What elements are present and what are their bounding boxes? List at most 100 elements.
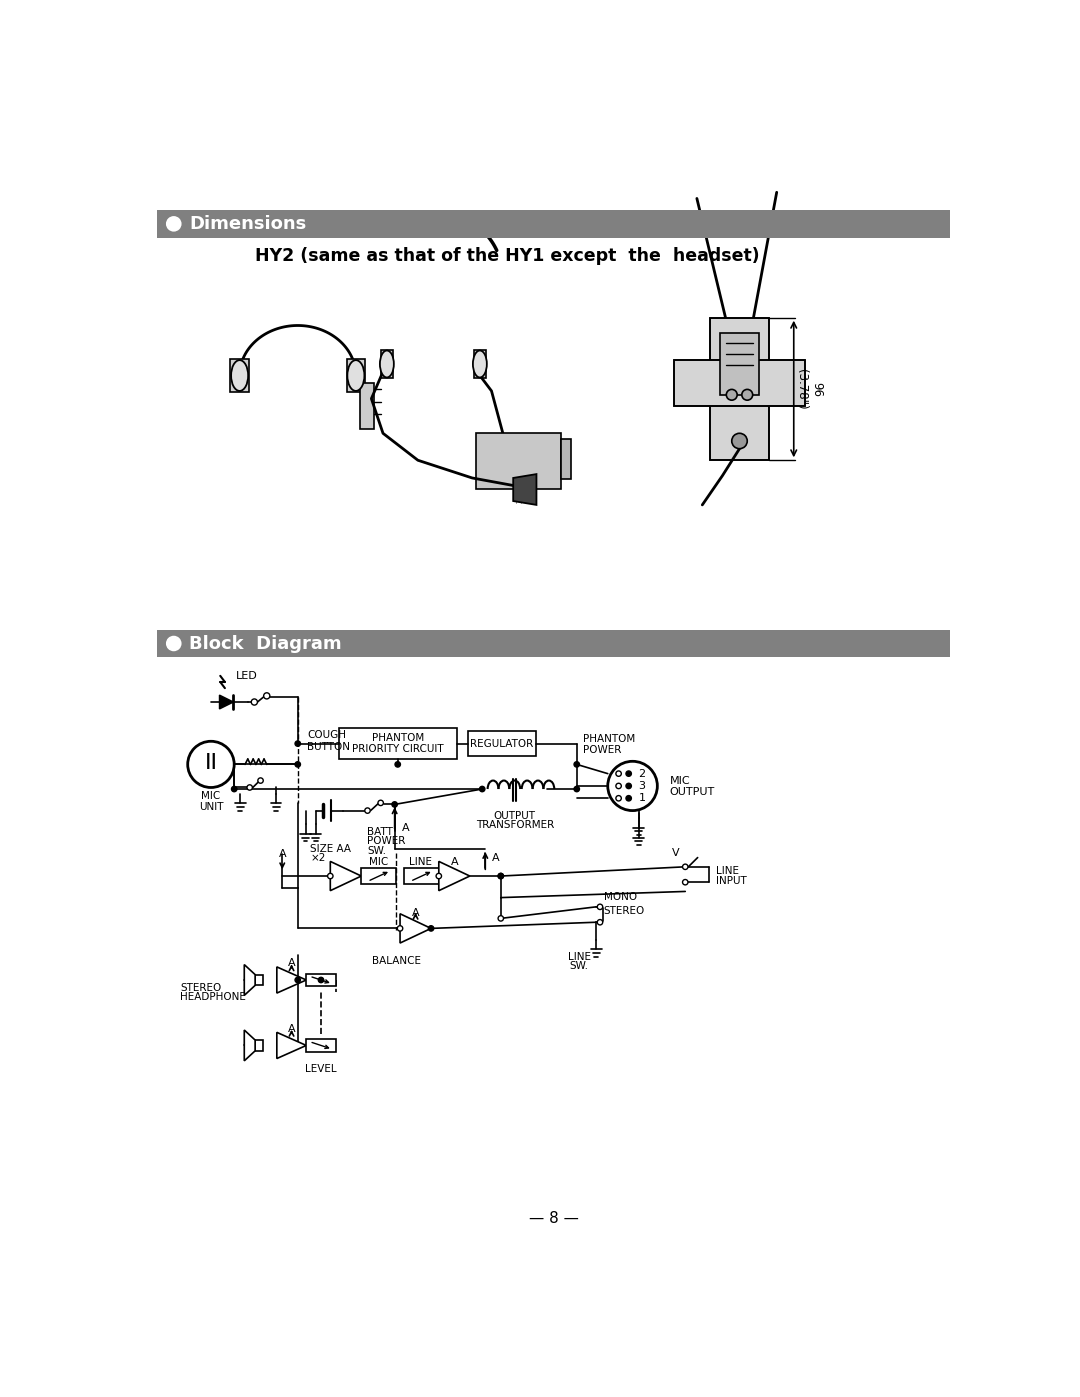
Text: MIC
UNIT: MIC UNIT <box>199 791 224 812</box>
Bar <box>362 869 396 884</box>
Ellipse shape <box>473 351 487 377</box>
Polygon shape <box>513 474 537 504</box>
Bar <box>720 334 759 395</box>
Circle shape <box>575 761 580 767</box>
Polygon shape <box>276 967 307 993</box>
Circle shape <box>392 802 397 807</box>
Circle shape <box>727 390 738 400</box>
Circle shape <box>436 873 442 879</box>
Text: POWER: POWER <box>583 745 621 754</box>
Text: — 8 —: — 8 — <box>528 1211 579 1227</box>
Circle shape <box>626 795 632 800</box>
Bar <box>255 975 262 985</box>
Text: 2: 2 <box>638 768 646 778</box>
Text: STEREO: STEREO <box>180 982 221 993</box>
Circle shape <box>498 873 503 879</box>
Circle shape <box>575 787 580 792</box>
Polygon shape <box>219 696 233 708</box>
Text: PHANTOM
PRIORITY CIRCUIT: PHANTOM PRIORITY CIRCUIT <box>352 733 444 754</box>
Text: MIC: MIC <box>670 777 690 787</box>
Circle shape <box>231 787 237 792</box>
Text: A: A <box>403 823 410 833</box>
Text: V: V <box>672 848 679 858</box>
Polygon shape <box>330 862 362 891</box>
Text: MIC: MIC <box>368 858 388 868</box>
Bar <box>474 351 486 377</box>
Bar <box>674 360 806 407</box>
Bar <box>339 728 457 759</box>
Bar <box>380 351 393 377</box>
Text: SIZE AA: SIZE AA <box>310 844 351 854</box>
Circle shape <box>166 217 180 231</box>
Circle shape <box>597 904 603 909</box>
Circle shape <box>264 693 270 698</box>
Bar <box>347 359 365 393</box>
Bar <box>360 383 374 429</box>
Polygon shape <box>400 914 431 943</box>
Polygon shape <box>244 1030 255 1060</box>
Ellipse shape <box>380 351 394 377</box>
Circle shape <box>429 926 434 930</box>
Bar <box>469 731 536 756</box>
Text: 3: 3 <box>638 781 646 791</box>
Text: REGULATOR: REGULATOR <box>470 739 534 749</box>
Circle shape <box>295 740 300 746</box>
Text: A: A <box>287 958 295 968</box>
Circle shape <box>683 880 688 884</box>
Bar <box>404 869 438 884</box>
Circle shape <box>742 390 753 400</box>
Bar <box>230 359 248 393</box>
Ellipse shape <box>231 360 248 391</box>
Circle shape <box>395 761 401 767</box>
Text: A: A <box>450 858 458 868</box>
Bar <box>674 360 806 407</box>
Circle shape <box>683 865 688 869</box>
Text: 1: 1 <box>638 793 646 803</box>
Ellipse shape <box>348 360 364 391</box>
Text: LINE: LINE <box>568 951 591 963</box>
Circle shape <box>295 978 300 982</box>
Bar <box>157 630 950 658</box>
Text: LEVEL: LEVEL <box>306 1063 337 1073</box>
Text: LED: LED <box>235 671 257 680</box>
Bar <box>255 1039 262 1051</box>
Circle shape <box>319 978 324 982</box>
Text: A: A <box>279 849 286 859</box>
Bar <box>476 433 562 489</box>
Text: 96
(3.78"): 96 (3.78") <box>795 369 823 409</box>
Bar <box>157 210 950 237</box>
Text: Dimensions: Dimensions <box>189 215 307 233</box>
Text: HEADPHONE: HEADPHONE <box>180 992 246 1002</box>
Circle shape <box>188 742 234 788</box>
Circle shape <box>252 698 257 705</box>
Text: ×2: ×2 <box>310 854 325 863</box>
Circle shape <box>166 637 180 651</box>
Text: OUTPUT: OUTPUT <box>670 787 715 798</box>
Text: TRANSFORMER: TRANSFORMER <box>475 820 554 830</box>
Circle shape <box>498 915 503 921</box>
Text: HY2 (same as that of the HY1 except  the  headset): HY2 (same as that of the HY1 except the … <box>255 247 759 265</box>
Polygon shape <box>276 1032 307 1059</box>
Circle shape <box>616 784 621 789</box>
Bar <box>562 440 570 479</box>
Text: BALANCE: BALANCE <box>372 956 421 965</box>
Text: OUTPUT: OUTPUT <box>494 812 536 821</box>
Text: A: A <box>491 854 499 863</box>
Polygon shape <box>438 862 470 891</box>
Circle shape <box>626 784 632 789</box>
Text: A: A <box>411 908 419 918</box>
Circle shape <box>327 873 333 879</box>
Text: POWER: POWER <box>367 837 406 847</box>
Circle shape <box>247 785 253 791</box>
Text: STEREO: STEREO <box>604 905 645 915</box>
Text: Block  Diagram: Block Diagram <box>189 634 342 652</box>
Text: COUGH
BUTTON: COUGH BUTTON <box>307 731 350 752</box>
Text: INPUT: INPUT <box>716 876 747 886</box>
Circle shape <box>616 795 621 800</box>
Circle shape <box>732 433 747 448</box>
Circle shape <box>480 787 485 792</box>
Circle shape <box>258 778 264 784</box>
Text: BATT: BATT <box>367 827 393 837</box>
Text: LINE: LINE <box>409 858 432 868</box>
Circle shape <box>616 771 621 777</box>
